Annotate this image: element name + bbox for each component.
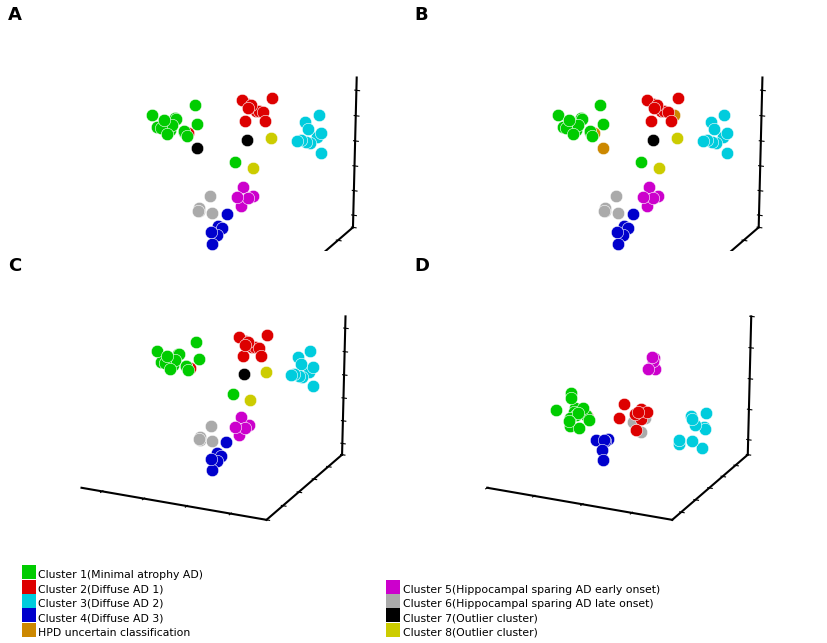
Text: D: D [414,257,428,275]
Legend: Cluster 1(Minimal atrophy AD), Cluster 2(Diffuse AD 1), Cluster 3(Diffuse AD 2),: Cluster 1(Minimal atrophy AD), Cluster 2… [22,570,203,638]
Text: A: A [8,6,22,24]
Text: C: C [8,257,22,275]
Text: B: B [414,6,427,24]
Legend: Cluster 5(Hippocampal sparing AD early onset), Cluster 6(Hippocampal sparing AD : Cluster 5(Hippocampal sparing AD early o… [386,584,659,638]
